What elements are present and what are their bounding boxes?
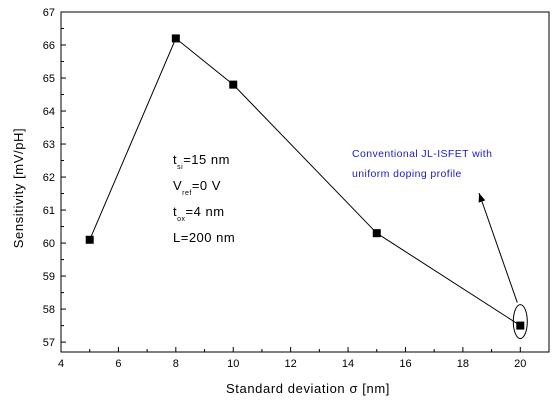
- param-tsi: tsi=15 nm: [173, 152, 230, 171]
- data-point: [516, 321, 525, 330]
- x-tick-label: 8: [173, 358, 179, 370]
- y-tick-label: 62: [43, 172, 55, 184]
- data-point: [372, 229, 381, 238]
- y-tick-label: 64: [43, 106, 55, 118]
- y-tick-label: 60: [43, 238, 55, 250]
- parameter-box: tsi=15 nm Vref=0 V tox=4 nm L=200 nm: [173, 152, 235, 245]
- x-axis: 4 6 8 10 12 14 16 18 20: [58, 347, 526, 370]
- annotation-line-1: Conventional JL-ISFET with: [352, 148, 492, 160]
- y-axis-title: Sensitivity [mV/pH]: [11, 128, 26, 248]
- y-tick-label: 65: [43, 73, 55, 85]
- annotation-arrow: [478, 192, 518, 303]
- annotation-arrowhead: [478, 193, 486, 203]
- data-point: [85, 235, 94, 244]
- y-tick-label: 59: [43, 271, 55, 283]
- x-tick-label: 10: [227, 358, 239, 370]
- y-tick-label: 67: [43, 7, 55, 19]
- data-point: [229, 80, 238, 89]
- x-tick-label: 16: [399, 358, 411, 370]
- param-vref: Vref=0 V: [173, 178, 221, 197]
- y-tick-label: 63: [43, 139, 55, 151]
- x-tick-label: 6: [115, 358, 121, 370]
- x-tick-label: 18: [457, 358, 469, 370]
- data-point: [171, 34, 180, 43]
- param-l: L=200 nm: [173, 230, 235, 245]
- annotation-ellipse: [512, 304, 528, 340]
- series-layer: [85, 34, 525, 330]
- y-tick-label: 58: [43, 304, 55, 316]
- y-tick-label: 61: [43, 205, 55, 217]
- x-tick-label: 20: [514, 358, 526, 370]
- plot-frame: [60, 11, 550, 353]
- annotation-line-2: uniform doping profile: [352, 168, 462, 180]
- x-axis-title: Standard deviation σ [nm]: [226, 381, 390, 396]
- y-tick-label: 57: [43, 337, 55, 349]
- annotation: Conventional JL-ISFET with uniform dopin…: [352, 148, 528, 340]
- series-line: [89, 37, 521, 327]
- y-tick-label: 66: [43, 40, 55, 52]
- y-axis: 57 58 59 60 61 62 63 64 65 66 67: [43, 7, 66, 349]
- param-tox: tox=4 nm: [173, 204, 225, 223]
- x-tick-label: 12: [285, 358, 297, 370]
- x-tick-label: 4: [58, 358, 64, 370]
- x-tick-label: 14: [342, 358, 354, 370]
